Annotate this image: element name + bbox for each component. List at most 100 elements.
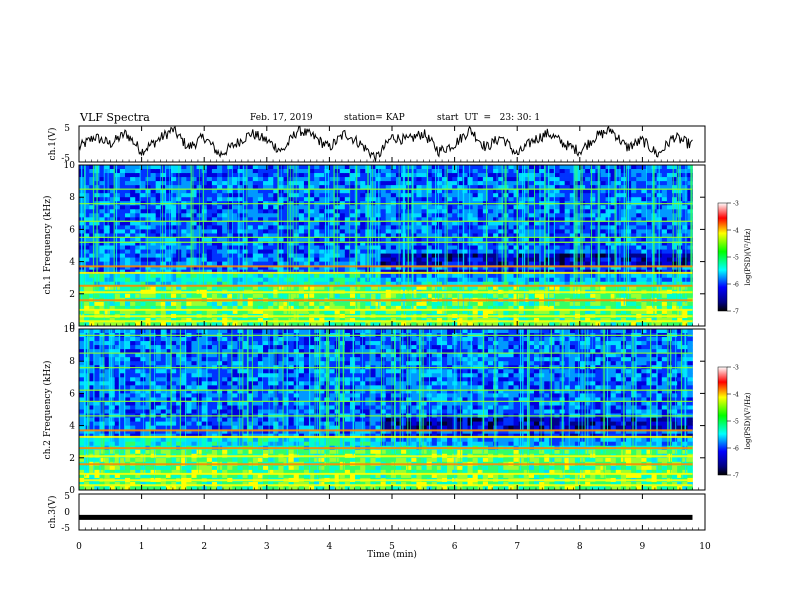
ch1-spectrogram-cell bbox=[211, 269, 218, 275]
ch1-spectrogram-cell bbox=[467, 193, 474, 198]
ch1-spectrogram-cell bbox=[171, 321, 177, 327]
ch1-spectrogram-cell bbox=[580, 165, 586, 170]
ch1-spectrogram-cell bbox=[666, 229, 673, 234]
ch1-spectrogram-cell bbox=[447, 301, 453, 307]
ch1-spectrogram-cell bbox=[355, 185, 361, 190]
ch1-spectrogram-cell bbox=[390, 185, 397, 190]
ch1-spectrogram-cell bbox=[114, 269, 121, 275]
ch1-spectrogram-cell bbox=[493, 181, 499, 186]
ch1-spectrogram-cell bbox=[503, 301, 509, 307]
ch1-spectrogram-cell bbox=[211, 261, 218, 267]
ch1-spectrogram-cell bbox=[355, 261, 361, 267]
ch1-spectrogram-cell bbox=[615, 309, 622, 315]
ch1-spectrogram-cell bbox=[263, 249, 269, 254]
ch1-spectrogram-cell bbox=[140, 233, 146, 238]
ch1-spectrogram-cell bbox=[600, 165, 606, 170]
ch1-spectrogram-cell bbox=[370, 209, 376, 214]
ch1-spectrogram-cell bbox=[314, 165, 320, 170]
ch1-spectrogram-cell bbox=[227, 245, 233, 250]
ch1-spectrogram-cell bbox=[549, 173, 555, 178]
ch1-spectrogram-cell bbox=[355, 225, 361, 230]
ch1-spectrogram-cell bbox=[539, 321, 545, 327]
ch1-spectrogram-cell bbox=[309, 233, 315, 238]
ch1-spectrogram-cell bbox=[431, 213, 438, 218]
ch1-spectrogram-cell bbox=[636, 293, 642, 299]
ch1-spectrogram-cell bbox=[626, 309, 632, 315]
ch1-spectrogram-cell bbox=[237, 281, 243, 287]
ch1-spectrogram-cell bbox=[544, 301, 550, 307]
ch1-spectrogram-cell bbox=[273, 285, 279, 291]
ch1-spectrogram-cell bbox=[661, 321, 668, 327]
ch1-spectrogram-cell bbox=[569, 249, 576, 254]
ch1-spectrogram-cell bbox=[559, 217, 566, 222]
ch1-spectrogram-cell bbox=[252, 281, 259, 287]
ch1-spectrogram-cell bbox=[257, 301, 264, 307]
ch1-spectrogram-cell bbox=[155, 305, 162, 311]
ch1-spectrogram-cell bbox=[165, 173, 172, 178]
ch1-spectrogram-cell bbox=[431, 237, 438, 242]
ch1-spectrogram-cell bbox=[523, 305, 530, 311]
ch1-spectrogram-cell bbox=[518, 257, 525, 262]
ch1-spectrogram-cell bbox=[206, 301, 213, 307]
ch1-spectrogram-cell bbox=[682, 277, 688, 283]
ch1-spectrogram-cell bbox=[314, 173, 320, 178]
ch1-spectrogram-cell bbox=[298, 181, 305, 186]
ch1-spectrogram-cell bbox=[385, 209, 392, 214]
ch1-spectrogram-cell bbox=[257, 173, 264, 178]
ch1-spectrogram-cell bbox=[273, 205, 279, 210]
ch1-spectrogram-cell bbox=[585, 317, 591, 323]
ch1-spectrogram-cell bbox=[431, 273, 438, 279]
ch1-spectrogram-cell bbox=[355, 181, 361, 186]
ch1-spectrogram-cell bbox=[222, 173, 228, 178]
ch1-spectrogram-cell bbox=[406, 321, 412, 327]
ch1-spectrogram-cell bbox=[518, 265, 525, 271]
ch1-spectrogram-cell bbox=[518, 205, 525, 210]
ch1-spectrogram-cell bbox=[329, 305, 336, 311]
ch1-spectrogram-cell bbox=[247, 213, 254, 218]
ch1-spectrogram-cell bbox=[482, 305, 489, 311]
ch1-spectrogram-cell bbox=[390, 273, 397, 279]
ch1-spectrogram-cell bbox=[564, 185, 571, 190]
ch1-spectrogram-cell bbox=[84, 269, 90, 275]
ch1-spectrogram-cell bbox=[319, 249, 325, 254]
ch1-spectrogram-cell bbox=[610, 281, 617, 287]
ch1-spectrogram-cell bbox=[385, 301, 392, 307]
ch1-spectrogram-cell bbox=[539, 229, 545, 234]
ch1-spectrogram-cell bbox=[283, 169, 289, 174]
ch1-spectrogram-cell bbox=[600, 185, 606, 190]
ch1-spectrogram-cell bbox=[150, 245, 157, 250]
ch1-spectrogram-cell bbox=[549, 249, 555, 254]
ch1-spectrogram-cell bbox=[416, 253, 422, 258]
ch1-spectrogram-cell bbox=[569, 245, 576, 250]
ch1-spectrogram-cell bbox=[569, 293, 576, 299]
ch1-spectrogram-cell bbox=[355, 253, 361, 258]
ch1-spectrogram-cell bbox=[447, 293, 453, 299]
ch1-spectrogram-cell bbox=[145, 249, 151, 254]
ch1-spectrogram-cell bbox=[145, 205, 151, 210]
ch1-spectrogram-cell bbox=[242, 317, 249, 323]
ch1-spectrogram-cell bbox=[687, 221, 693, 226]
ch1-spectrogram-cell bbox=[309, 277, 315, 283]
ch1-spectrogram-cell bbox=[426, 253, 433, 258]
ch1-spectrogram-cell bbox=[656, 317, 663, 323]
ch1-spectrogram-cell bbox=[682, 225, 688, 230]
ch1-spectrogram-cell bbox=[252, 169, 259, 174]
ch1-spectrogram-cell bbox=[201, 261, 208, 267]
ch1-spectrogram-cell bbox=[523, 293, 530, 299]
ch1-spectrogram-cell bbox=[355, 257, 361, 262]
ch1-spectrogram-cell bbox=[421, 281, 428, 287]
ch1-spectrogram-cell bbox=[360, 217, 366, 222]
ch1-spectrogram-cell bbox=[487, 221, 494, 226]
ch1-spectrogram-cell bbox=[482, 273, 489, 279]
ch1-spectrogram-cell bbox=[554, 309, 560, 315]
ch1-spectrogram-cell bbox=[99, 221, 105, 226]
ch1-spectrogram-cell bbox=[534, 177, 540, 182]
ch1-spectrogram-cell bbox=[181, 269, 187, 275]
ch1-spectrogram-cell bbox=[380, 245, 387, 250]
ch1-spectrogram-cell bbox=[615, 293, 622, 299]
ch1-spectrogram-cell bbox=[155, 225, 162, 230]
ch2-spectrogram-cell bbox=[84, 329, 90, 334]
ch1-spectrogram-cell bbox=[288, 261, 295, 267]
ch1-spectrogram-cell bbox=[528, 277, 535, 283]
ch1-spectrogram-cell bbox=[666, 197, 673, 202]
